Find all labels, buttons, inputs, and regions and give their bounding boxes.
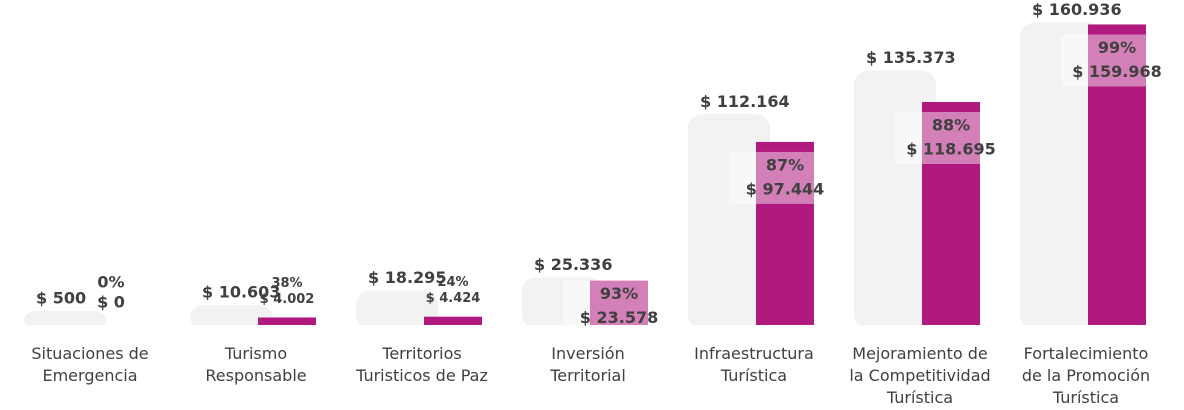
executed-bar — [1088, 24, 1146, 325]
executed-label: $ 97.444 — [746, 179, 824, 198]
label-box — [563, 280, 675, 333]
x-tick-label-line: Territorios — [381, 344, 461, 363]
axis-cover — [188, 325, 278, 333]
percent-label: 87% — [766, 155, 804, 174]
x-tick-label: Infraestructura Turística — [694, 344, 814, 385]
executed-label: $ 159.968 — [1072, 62, 1162, 81]
x-tick-label-line: la Competitividad — [849, 366, 990, 385]
executed-label: $ 4.002 — [260, 292, 315, 307]
budget-label: $ 135.373 — [866, 48, 956, 67]
executed-label: $ 23.578 — [580, 308, 658, 327]
percent-label: 0% — [97, 273, 124, 292]
label-box — [1061, 34, 1173, 87]
budget-bar — [688, 114, 770, 329]
budget-bar — [854, 70, 936, 330]
x-tick-label: Inversión Territorial — [549, 344, 626, 385]
x-tick-label: Fortalecimiento de la Promoción Turística — [1022, 344, 1150, 407]
x-tick-label-line: Situaciones de — [31, 344, 148, 363]
axis-cover — [852, 325, 942, 333]
executed-bar — [258, 317, 316, 325]
x-tick-label-line: Fortalecimiento — [1024, 344, 1149, 363]
x-tick-label: Mejoramiento de la Competitividad Turístic… — [849, 344, 990, 407]
axis-cover — [520, 325, 610, 333]
budget-bar — [24, 311, 106, 329]
x-tick-label: Turismo Responsable — [205, 344, 306, 385]
x-tick-label-line: Infraestructura — [694, 344, 814, 363]
x-tick-label-line: Emergencia — [42, 366, 137, 385]
budget-label: $ 160.936 — [1032, 0, 1122, 19]
percent-label: 93% — [600, 284, 638, 303]
budget-bar — [1020, 22, 1102, 329]
label-box — [729, 151, 841, 204]
label-box — [895, 111, 1007, 164]
budget-label: $ 112.164 — [700, 92, 790, 111]
executed-label: $ 4.424 — [426, 291, 481, 306]
x-tick-label-line: Mejoramiento de — [852, 344, 987, 363]
x-tick-label-line: Turisticos de Paz — [355, 366, 488, 385]
executed-bar — [922, 101, 980, 325]
executed-bar — [756, 141, 814, 325]
x-tick-label-line: de la Promoción — [1022, 366, 1150, 385]
budget-label: $ 500 — [36, 289, 86, 308]
budget-bar — [356, 290, 438, 329]
axis-cover — [22, 325, 112, 333]
x-tick-label: Situaciones de Emergencia — [31, 344, 148, 385]
percent-label: 99% — [1098, 38, 1136, 57]
executed-label: $ 0 — [97, 293, 125, 312]
executed-bar — [424, 316, 482, 325]
x-tick-label-line: Turismo — [224, 344, 287, 363]
x-tick-label-line: Turística — [1052, 388, 1119, 407]
percent-label: 88% — [932, 115, 970, 134]
budget-bar — [522, 277, 604, 329]
x-tick-label-line: Turística — [886, 388, 953, 407]
axis-cover — [354, 325, 444, 333]
executed-label: $ 118.695 — [906, 139, 996, 158]
axis-cover — [686, 325, 776, 333]
x-tick-label-line: Territorial — [549, 366, 626, 385]
executed-bar — [590, 280, 648, 325]
percent-label: 38% — [271, 276, 302, 291]
budget-label: $ 25.336 — [534, 255, 612, 274]
x-tick-label: Territorios Turisticos de Paz — [355, 344, 488, 385]
percent-label: 24% — [437, 275, 468, 290]
budget-label: $ 18.295 — [368, 268, 446, 287]
budget-bar — [190, 305, 272, 329]
axis-cover — [1018, 325, 1108, 333]
x-tick-label-line: Responsable — [205, 366, 306, 385]
x-tick-label-line: Turística — [720, 366, 787, 385]
budget-label: $ 10.603 — [202, 283, 280, 302]
x-tick-label-line: Inversión — [551, 344, 624, 363]
